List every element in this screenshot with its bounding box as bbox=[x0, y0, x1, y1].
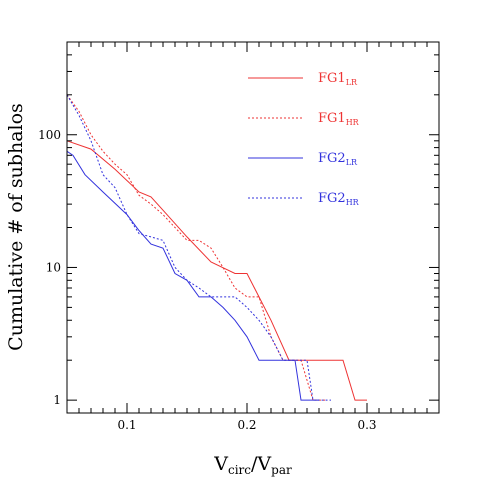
x-tick-label: 0.1 bbox=[117, 418, 136, 432]
x-tick-label: 0.3 bbox=[357, 418, 376, 432]
x-axis-title-sub1: circ bbox=[228, 463, 251, 477]
x-tick-label: 0.2 bbox=[237, 418, 256, 432]
y-axis-title: Cumulative # of subhalos bbox=[5, 103, 27, 351]
legend-label: FG1LR bbox=[318, 71, 358, 87]
x-axis-title-sub2: par bbox=[271, 463, 292, 477]
legend-label: FG2LR bbox=[318, 151, 358, 167]
series-layer bbox=[66, 94, 367, 401]
y-tick-label: 100 bbox=[38, 128, 61, 142]
y-tick-label: 1 bbox=[53, 393, 61, 407]
legend-label: FG1HR bbox=[318, 111, 360, 127]
series-line-fg2-hr bbox=[66, 94, 331, 401]
x-axis-title-slash: /V bbox=[251, 453, 271, 475]
plot-frame bbox=[66, 41, 440, 414]
series-line-fg2-lr bbox=[66, 150, 319, 401]
ticks-layer: 0.1 0.2 0.3 1 10 100 bbox=[38, 41, 440, 432]
series-line-fg1-lr bbox=[66, 140, 367, 401]
legend-label: FG2HR bbox=[318, 191, 360, 207]
legend: FG1LR FG1HR FG2LR FG2HR bbox=[248, 71, 360, 207]
x-axis-title-main: V bbox=[213, 453, 228, 475]
y-tick-label: 10 bbox=[46, 260, 61, 274]
x-axis-title: Vcirc/Vpar bbox=[213, 453, 292, 477]
